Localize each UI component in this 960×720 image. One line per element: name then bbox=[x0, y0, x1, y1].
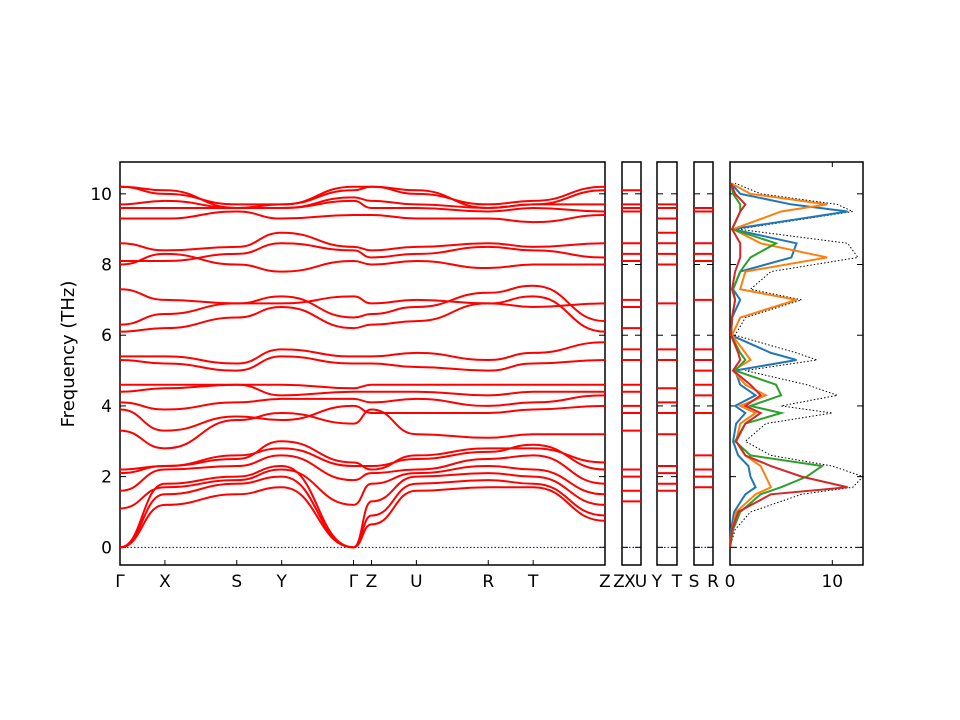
x-tick-label: U bbox=[635, 572, 647, 592]
y-tick-label: 0 bbox=[101, 538, 112, 558]
band-line-14 bbox=[120, 341, 606, 365]
band-line-17 bbox=[119, 288, 606, 308]
band-line-8 bbox=[119, 408, 605, 450]
band-line-18 bbox=[119, 252, 605, 273]
x-tick-label: 0 bbox=[725, 572, 736, 592]
panel-frame bbox=[621, 161, 642, 566]
x-tick-label: 10 bbox=[821, 572, 843, 592]
y-axis-label: Frequency (THz) bbox=[58, 281, 79, 428]
x-tick-label: U bbox=[410, 572, 422, 592]
band-line-13 bbox=[119, 355, 606, 372]
band-line-21 bbox=[119, 210, 606, 224]
band-line-23 bbox=[119, 196, 605, 209]
x-tick-label: Y bbox=[275, 572, 287, 592]
dos-panel: 0 10 bbox=[725, 161, 864, 592]
x-tick-label: T bbox=[527, 572, 539, 592]
band-line-12 bbox=[120, 383, 605, 390]
y-tick-label: 10 bbox=[90, 185, 112, 205]
y-tick-label: 2 bbox=[101, 468, 112, 488]
x-tick-label: X bbox=[624, 572, 636, 592]
panel-frame bbox=[656, 161, 678, 566]
dos-curve-green bbox=[729, 183, 825, 548]
band-line-11 bbox=[119, 383, 605, 397]
dos-curve-total bbox=[729, 182, 864, 548]
y-tick-label: 8 bbox=[101, 256, 112, 276]
segment-zxu-panel: Z XU bbox=[613, 161, 647, 592]
x-tick-label: Γ bbox=[349, 572, 359, 592]
band-line-22 bbox=[120, 199, 606, 213]
x-tick-label: S bbox=[231, 572, 242, 592]
band-line-19 bbox=[119, 242, 606, 262]
band-line-10 bbox=[119, 394, 606, 411]
band-line-4 bbox=[119, 465, 606, 510]
x-tick-label: R bbox=[707, 572, 719, 592]
band-line-16 bbox=[119, 284, 606, 326]
panel-frame bbox=[119, 161, 606, 566]
band-line-7 bbox=[119, 440, 606, 471]
band-line-5 bbox=[119, 454, 606, 492]
x-tick-label: S bbox=[689, 572, 700, 592]
band-line-25 bbox=[119, 185, 606, 209]
dos-curve-red bbox=[729, 182, 848, 548]
x-tick-label: Γ bbox=[115, 572, 125, 592]
x-tick-label: R bbox=[482, 572, 494, 592]
x-tick-label: Z bbox=[613, 572, 625, 592]
band-line-20 bbox=[119, 231, 606, 252]
y-tick-label: 6 bbox=[101, 326, 112, 346]
x-tick-label: Z bbox=[599, 572, 611, 592]
x-tick-label: Z bbox=[366, 572, 378, 592]
panel-frame bbox=[729, 161, 864, 566]
band-line-15 bbox=[119, 295, 606, 333]
band-line-3 bbox=[119, 465, 606, 549]
x-tick-label: X bbox=[159, 572, 171, 592]
x-tick-label: T bbox=[671, 572, 683, 592]
panel-frame bbox=[693, 161, 714, 566]
x-tick-label: Y bbox=[651, 572, 663, 592]
band-line-9 bbox=[119, 404, 606, 432]
y-tick-label: 4 bbox=[101, 397, 112, 417]
